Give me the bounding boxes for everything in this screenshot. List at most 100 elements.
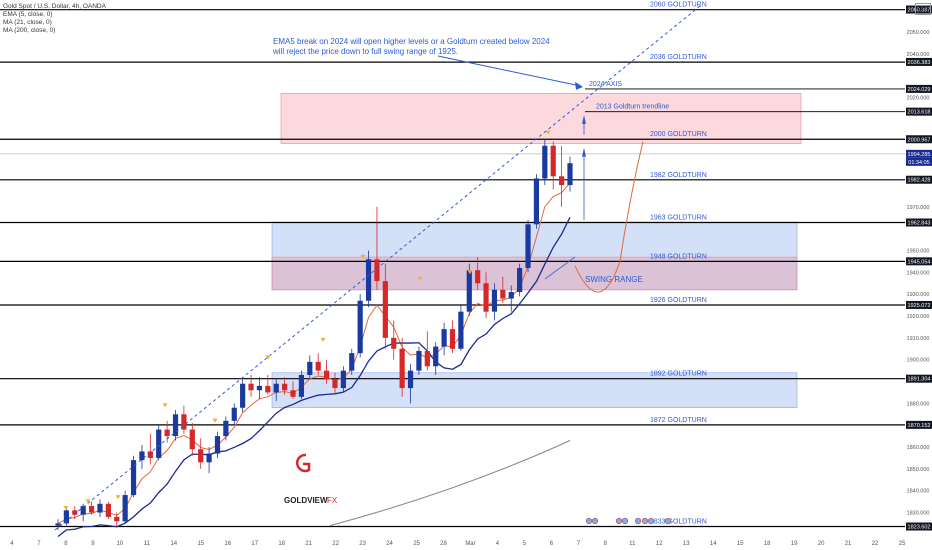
signal-marker [545,130,551,135]
x-tick-label: 10 [117,541,124,547]
axis-badge [906,522,932,531]
x-tick-label: 4 [10,541,14,547]
candle-body [466,270,472,312]
candle-body [441,329,447,347]
ma200-line [329,440,571,527]
y-tick-label: 2020.000 [907,96,930,102]
annotations-layer: EMA5 break on 2024 will open higher leve… [54,5,701,531]
candle-body [240,383,246,408]
logo-icon [295,453,311,473]
level-label: 1982 GOLDTURN [650,172,707,179]
axis-badge-label: 2013.618 [908,110,931,116]
candle-body [500,289,506,299]
candle-body [416,350,422,371]
signal-marker [417,276,423,281]
candle-body [206,453,212,463]
x-tick-label: 25 [899,541,906,547]
candle-body [382,281,388,338]
level-label: 1963 GOLDTURN [650,214,707,221]
levels-layer: 2060 GOLDTURN 2036 GOLDTURN 2024 AXIS 2013 … [0,2,905,528]
level-label: 2013 Goldturn trendline [596,104,669,111]
signal-marker [265,355,271,360]
annotation-line-2: will reject the price down to full swing… [272,47,458,56]
candle-body [256,385,263,391]
x-tick-label: 16 [224,541,231,547]
candle-body [458,311,464,349]
candle-body [80,505,86,515]
candle-body [508,292,514,299]
axis-badge [906,84,932,93]
candle-body [156,429,162,458]
ema-label: EMA (5, close, 0) [3,11,53,18]
axis-badge [906,175,932,184]
watermark-brand: GOLDVIEW [284,496,328,505]
level-label: 1872 GOLDTURN [650,417,707,424]
candle-body [475,270,481,284]
x-tick-label: 21 [305,541,312,547]
axis-badge [906,135,932,144]
axis-badge-label: 1823.602 [908,525,931,531]
x-tick-label: 15 [197,541,204,547]
x-tick-label: 9 [91,541,95,547]
candle-body [223,420,229,437]
dotted-trendline [54,5,701,531]
candle-body [282,383,288,391]
axis-badge [906,257,932,266]
signal-marker [360,254,366,259]
ma21-line [57,216,571,538]
x-tick-label: 8 [64,541,68,547]
axis-badge-label: 2000.967 [908,137,931,143]
candle-body [525,224,531,268]
support-line [544,256,576,280]
axis-badge-label: 1982.428 [908,178,931,184]
signal-marker [162,403,168,408]
zone-blue [271,372,798,409]
arrow-head [575,81,583,90]
axis-badge [906,300,932,309]
x-tick-label: 18 [764,541,771,547]
indicator-legend[interactable]: Gold Spot / U.S. Dollar, 4h, OANDA EMA (… [3,3,106,35]
level-label: 1892 GOLDTURN [650,371,707,378]
candle-body [491,289,498,312]
currency-button[interactable]: USD [915,3,931,15]
swing-range-label: SWING RANGE [585,275,643,284]
x-tick-label: 28 [440,541,447,547]
candle-body [105,503,111,517]
projection-curve [574,141,644,293]
candle-body [198,449,204,463]
annotation-line-1: EMA5 break on 2024 will open higher leve… [273,37,550,46]
x-tick-label: 23 [359,541,366,547]
x-tick-label: 19 [791,541,798,547]
candle-body [365,259,372,301]
y-tick-label: 1850.000 [907,467,930,473]
zone-red [280,93,802,144]
candle-body [550,145,556,177]
event-icon [615,517,623,525]
candle-body [88,505,95,513]
axis-badge [906,5,932,14]
candle-body [139,451,145,461]
x-tick-label: 20 [818,541,825,547]
symbol-label: Gold Spot / U.S. Dollar, 4h, OANDA [3,3,106,10]
candle-body [374,259,380,282]
candle-body [433,346,439,367]
x-tick-label: 6 [550,541,554,547]
axis-badge [906,420,932,429]
zone-red [271,256,798,291]
candle-body [290,390,296,397]
candle-body [63,510,69,524]
axis-badge-label: 1962.843 [908,220,931,226]
candle-body [122,495,128,522]
y-tick-label: 2050.000 [907,30,930,36]
countdown-label: 01:34:05 [908,160,929,166]
candle-body [231,407,237,421]
signal-marker [467,270,473,275]
x-tick-label: 14 [710,541,717,547]
y-tick-label: 1840.000 [907,489,930,495]
signal-marker [320,337,326,342]
zones-layer [271,93,802,409]
candle-body [181,414,187,430]
x-tick-label: 18 [278,541,285,547]
